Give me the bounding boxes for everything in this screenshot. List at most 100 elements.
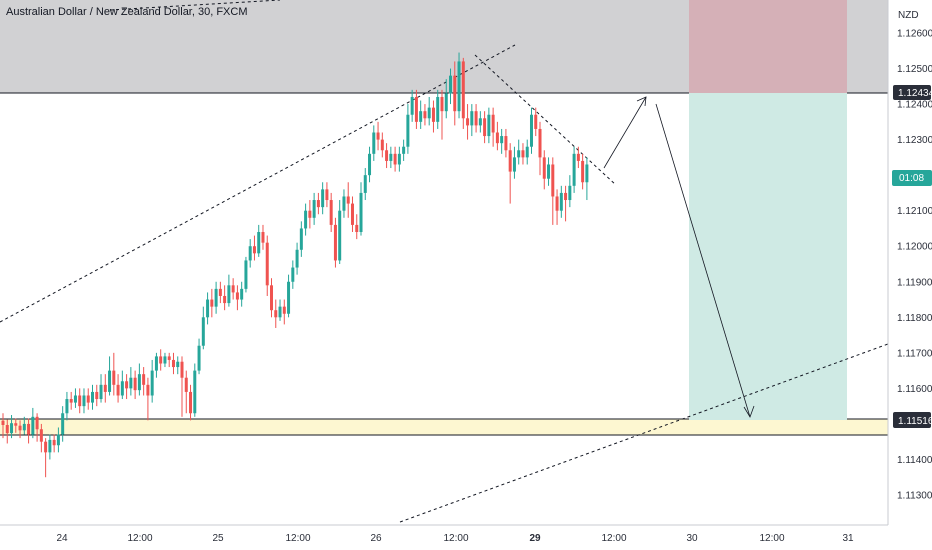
- time-axis[interactable]: [0, 525, 888, 550]
- candle-body: [538, 128, 542, 158]
- candle-body: [372, 132, 376, 154]
- candle-body: [218, 288, 222, 296]
- candle-body: [585, 164, 589, 183]
- support-price-badge: 1.11516: [893, 412, 932, 428]
- candle-body: [470, 111, 474, 126]
- top-trend-line[interactable]: [109, 0, 281, 11]
- time-tick-label: 26: [370, 533, 382, 544]
- candle-body: [235, 292, 239, 300]
- candle-body: [576, 153, 580, 161]
- candle-body: [22, 423, 26, 431]
- candle-body: [240, 288, 244, 300]
- support-price-badge-text: 1.11516: [898, 416, 932, 427]
- time-tick-label: 12:00: [285, 533, 310, 544]
- time-tick-label: 24: [56, 533, 68, 544]
- price-tick-label: 1.12100: [897, 206, 932, 217]
- price-tick-label: 1.11300: [897, 490, 932, 501]
- candle-body: [48, 439, 52, 453]
- demand-zone: [0, 419, 888, 435]
- candle-body: [282, 306, 286, 314]
- price-tick-label: 1.12400: [897, 100, 932, 111]
- candle-body: [31, 416, 35, 435]
- candle-body: [82, 395, 86, 407]
- candle-body: [78, 395, 82, 407]
- candle-body: [180, 361, 184, 378]
- candle-body: [56, 434, 60, 446]
- candle-body: [338, 210, 342, 261]
- channel-upper-line[interactable]: [0, 44, 516, 323]
- candle-body: [257, 232, 261, 254]
- time-tick-label: 12:00: [601, 533, 626, 544]
- candle-body: [176, 361, 180, 368]
- candle-body: [227, 285, 231, 304]
- candle-body: [116, 384, 120, 396]
- candle-body: [197, 345, 201, 371]
- descending-trend-line[interactable]: [474, 54, 617, 186]
- candle-body: [39, 429, 43, 442]
- candle-body: [406, 114, 410, 147]
- candle-body: [457, 61, 461, 112]
- candle-body: [521, 150, 525, 158]
- candle-body: [193, 370, 197, 414]
- candle-body: [231, 285, 235, 293]
- candle-body: [35, 416, 39, 430]
- candle-body: [478, 118, 482, 126]
- candle-body: [171, 359, 175, 368]
- stop-loss-zone[interactable]: [689, 0, 847, 93]
- time-tick-label: 25: [212, 533, 224, 544]
- candle-body: [397, 153, 401, 165]
- price-tick-label: 1.12600: [897, 29, 932, 40]
- candle-body: [103, 384, 107, 392]
- candle-body: [389, 153, 393, 161]
- candle-body: [270, 285, 274, 311]
- candle-body: [10, 423, 14, 434]
- price-tick-label: 1.12300: [897, 135, 932, 146]
- price-tick-label: 1.11400: [897, 455, 932, 466]
- candle-body: [342, 196, 346, 211]
- candle-body: [504, 136, 508, 151]
- projection-down-arrow[interactable]: [655, 103, 751, 418]
- symbol-title[interactable]: Australian Dollar / New Zealand Dollar, …: [6, 6, 247, 18]
- candle-body: [350, 203, 354, 225]
- candle-body: [274, 310, 278, 318]
- price-tick-label: 1.12000: [897, 242, 932, 253]
- price-axis[interactable]: [888, 0, 932, 525]
- candlestick-series: [1, 52, 589, 478]
- candle-body: [206, 299, 210, 318]
- channel-lower-line[interactable]: [399, 343, 889, 523]
- candle-body: [325, 189, 329, 201]
- projection-up-arrow[interactable]: [603, 96, 647, 169]
- candle-body: [547, 164, 551, 179]
- candle-body: [474, 111, 478, 126]
- candle-body: [308, 210, 312, 218]
- candle-body: [466, 118, 470, 126]
- price-axis-ticks: 1.12600 1.12500 1.12400 1.12300 1.12100 1.120…: [897, 29, 932, 502]
- candle-body: [244, 260, 248, 289]
- candle-body: [453, 75, 457, 112]
- candle-body: [312, 200, 316, 218]
- last-price-countdown: 01:08: [899, 173, 924, 184]
- candle-body: [129, 377, 133, 389]
- candle-body: [73, 395, 77, 403]
- time-tick-label: 30: [686, 533, 698, 544]
- candle-body: [65, 399, 69, 414]
- candle-body: [137, 374, 141, 391]
- price-tick-label: 1.11800: [897, 313, 932, 324]
- candle-body: [18, 425, 22, 431]
- take-profit-zone[interactable]: [689, 93, 847, 420]
- candle-body: [154, 356, 158, 371]
- candle-body: [385, 150, 389, 161]
- candle-body: [278, 306, 282, 318]
- candle-body: [95, 391, 99, 400]
- price-tick-label: 1.11600: [897, 384, 932, 395]
- candle-body: [355, 224, 359, 233]
- candle-body: [99, 384, 103, 400]
- candle-body: [52, 439, 56, 446]
- price-tick-label: 1.12500: [897, 64, 932, 75]
- candle-body: [436, 96, 440, 122]
- candle-body: [487, 114, 491, 137]
- candle-body: [419, 111, 423, 122]
- price-tick-label: 1.11900: [897, 277, 932, 288]
- resistance-price-badge-text: 1.12434: [898, 88, 932, 99]
